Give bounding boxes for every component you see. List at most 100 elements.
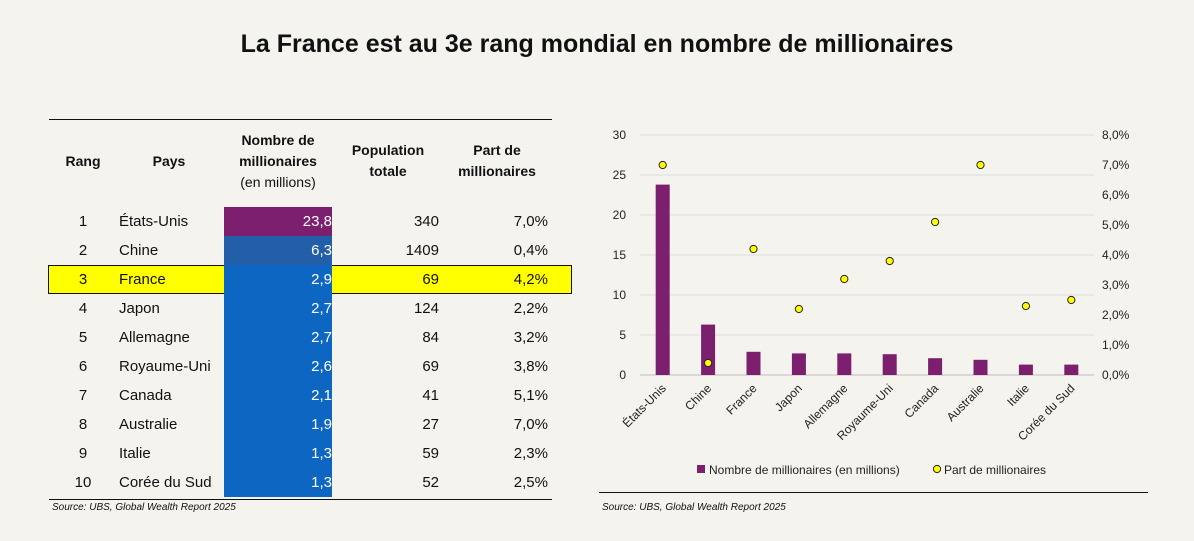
millionaires-cell-fill — [224, 410, 332, 439]
table-row: 8 Australie 1,9 27 7,0% — [49, 410, 552, 439]
bar — [837, 353, 852, 375]
page-title: La France est au 3e rang mondial en nomb… — [240, 30, 954, 58]
population-cell: 27 — [422, 416, 439, 433]
rank-cell: 1 — [78, 213, 88, 230]
header-population-line2: totale — [369, 163, 407, 179]
population-cell: 59 — [422, 445, 439, 462]
millionaires-cell-fill — [224, 323, 332, 352]
millionaires-cell: 2,9 — [311, 271, 332, 288]
population-cell: 1409 — [405, 242, 439, 259]
share-cell: 5,1% — [513, 387, 548, 404]
bar — [701, 324, 716, 375]
millionaires-cell-fill — [224, 294, 332, 323]
table-row: 2 Chine 6,3 1409 0,4% — [49, 236, 552, 265]
header-population: Population totale — [339, 119, 437, 203]
rank-cell: 7 — [78, 387, 88, 404]
scatter-point — [885, 256, 894, 266]
bar — [928, 358, 943, 375]
bar — [882, 354, 897, 375]
y-left-tick-label: 25 — [613, 168, 627, 182]
y-right-tick-label: 5,0% — [1102, 218, 1130, 232]
header-share-line2: millionaires — [458, 163, 536, 179]
share-cell: 4,2% — [513, 271, 548, 288]
table-row: 3 France 2,9 69 4,2% — [48, 265, 572, 294]
bar — [791, 353, 806, 375]
bar — [1018, 364, 1033, 375]
scatter-point — [1021, 301, 1031, 311]
y-left-tick-label: 15 — [613, 248, 627, 262]
header-millionaires-line1: Nombre de — [241, 131, 315, 148]
population-cell: 41 — [422, 387, 439, 404]
scatter-point — [704, 358, 713, 368]
bar — [655, 184, 670, 375]
bar — [1064, 364, 1079, 375]
rank-cell: 6 — [78, 358, 88, 375]
x-tick-label: Italie — [1004, 381, 1032, 409]
rank-cell: 8 — [78, 416, 88, 433]
table-row: 10 Corée du Sud 1,3 52 2,5% — [49, 468, 552, 497]
scatter-point — [794, 304, 804, 314]
country-cell: Corée du Sud — [119, 474, 212, 491]
share-cell: 2,3% — [513, 445, 548, 462]
population-cell: 124 — [413, 300, 439, 317]
y-left-tick-label: 20 — [613, 208, 627, 222]
header-millionaires: Nombre de millionaires (en millions) — [224, 119, 332, 203]
millionaires-cell-fill — [224, 236, 332, 265]
header-population-line1: Population — [351, 142, 425, 158]
y-right-tick-label: 6,0% — [1102, 188, 1130, 202]
x-tick-label: Australie — [944, 381, 987, 424]
y-left-tick-label: 10 — [613, 288, 627, 302]
y-left-tick-label: 5 — [619, 328, 626, 342]
scatter-point — [658, 160, 667, 170]
bar — [973, 359, 988, 375]
rank-cell: 5 — [78, 329, 88, 346]
header-share-line1: Part de — [473, 142, 521, 158]
millionaires-cell-fill — [224, 265, 332, 294]
x-tick-label: France — [723, 381, 760, 418]
millionaires-cell: 1,3 — [311, 474, 332, 491]
header-share: Part de millionaires — [447, 119, 547, 203]
legend-label-bars: Nombre de millionaires (en millions) — [709, 463, 900, 477]
header-rank-label: Rang — [65, 152, 101, 169]
y-left-tick-label: 30 — [613, 128, 627, 142]
share-cell: 7,0% — [513, 416, 548, 433]
legend-label-points: Part de millionaires — [944, 463, 1046, 477]
millionaires-cell-fill — [224, 439, 332, 468]
share-cell: 0,4% — [513, 242, 548, 259]
country-cell: Australie — [119, 416, 178, 433]
scatter-point — [749, 244, 758, 254]
table-row: 6 Royaume-Uni 2,6 69 3,8% — [49, 352, 552, 381]
header-country: Pays — [119, 119, 219, 203]
table-bottom-rule — [49, 499, 552, 500]
table-row: 9 Italie 1,3 59 2,3% — [49, 439, 552, 468]
table-top-rule — [49, 119, 552, 120]
header-country-label: Pays — [152, 152, 186, 169]
population-cell: 69 — [422, 358, 439, 375]
country-cell: France — [119, 271, 166, 288]
country-cell: Italie — [119, 445, 151, 462]
header-rank: Rang — [49, 119, 117, 203]
x-tick-label: États-Unis — [619, 381, 669, 431]
millionaires-cell: 2,6 — [311, 358, 332, 375]
share-cell: 2,2% — [513, 300, 548, 317]
table-source: Source: UBS, Global Wealth Report 2025 — [52, 502, 236, 513]
chart-bottom-rule — [599, 492, 1148, 493]
rank-cell: 2 — [78, 242, 88, 259]
x-tick-label: Canada — [902, 381, 942, 421]
scatter-point — [1067, 295, 1076, 305]
millionaires-cell-fill — [224, 468, 332, 497]
share-cell: 7,0% — [513, 213, 548, 230]
y-right-tick-label: 4,0% — [1102, 248, 1130, 262]
rank-cell: 9 — [78, 445, 88, 462]
table-row: 7 Canada 2,1 41 5,1% — [49, 381, 552, 410]
scatter-point — [976, 160, 985, 170]
header-millionaires-unit: (en millions) — [240, 173, 316, 190]
rank-cell: 3 — [78, 271, 88, 288]
country-cell: Chine — [119, 242, 159, 259]
country-cell: Canada — [119, 387, 172, 404]
millionaires-cell-fill — [224, 381, 332, 410]
share-cell: 3,8% — [513, 358, 548, 375]
country-cell: Japon — [119, 300, 160, 317]
x-tick-label: Japon — [772, 381, 805, 414]
